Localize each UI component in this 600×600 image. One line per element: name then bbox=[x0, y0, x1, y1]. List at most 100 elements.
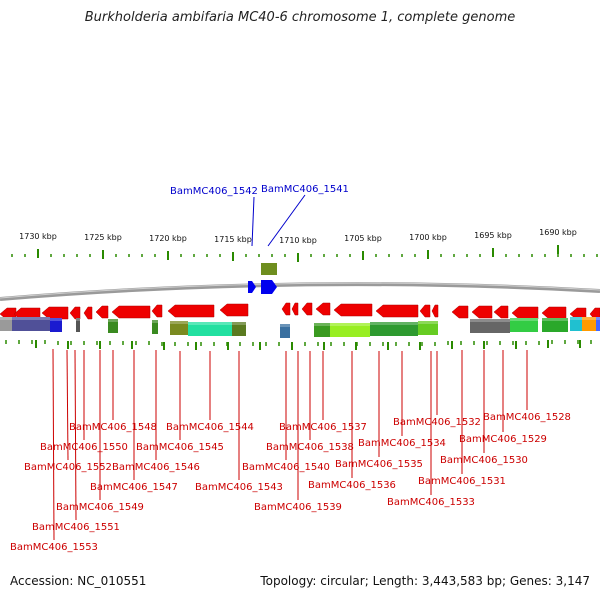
annotation-block bbox=[314, 323, 330, 337]
reverse-gene-arrow bbox=[167, 304, 215, 318]
genome-backbone bbox=[0, 282, 600, 301]
reverse-gene-arrow bbox=[281, 302, 291, 316]
reverse-gene-arrow bbox=[151, 304, 163, 318]
reverse-gene-arrow bbox=[291, 302, 299, 316]
reverse-gene-label: BamMC406_1530 bbox=[440, 455, 528, 466]
scale-tick-label: 1725 kbp bbox=[84, 233, 122, 242]
annotation-block bbox=[0, 317, 12, 331]
reverse-gene-label: BamMC406_1538 bbox=[266, 442, 354, 453]
scale-tick-label: 1690 kbp bbox=[539, 228, 577, 237]
annotation-block-highlight bbox=[542, 318, 568, 321]
reverse-gene-arrow bbox=[493, 305, 509, 319]
forward-gene-arrow bbox=[261, 280, 277, 294]
scale-tick-label: 1695 kbp bbox=[474, 231, 512, 240]
genes-value: 3,147 bbox=[555, 574, 590, 588]
reverse-gene-arrow bbox=[333, 303, 373, 317]
annotation-block bbox=[108, 319, 118, 333]
reverse-gene-arrow bbox=[69, 306, 81, 320]
scale-tick-label: 1705 kbp bbox=[344, 234, 382, 243]
annotation-block-highlight bbox=[108, 319, 118, 322]
reverse-gene-arrow bbox=[95, 305, 109, 319]
reverse-gene-leader bbox=[66, 349, 69, 461]
reverse-gene-label: BamMC406_1553 bbox=[10, 542, 98, 553]
annotation-block-highlight bbox=[370, 322, 418, 325]
annotation-block-highlight bbox=[470, 319, 510, 322]
reverse-gene-leader bbox=[74, 349, 77, 521]
reverse-gene-label: BamMC406_1534 bbox=[358, 438, 446, 449]
reverse-gene-arrow bbox=[419, 304, 431, 318]
annotation-block-highlight bbox=[510, 318, 538, 321]
reverse-gene-arrow bbox=[111, 305, 151, 319]
annotation-block bbox=[188, 322, 232, 336]
length-label: Length: bbox=[372, 574, 419, 588]
reverse-gene-label: BamMC406_1533 bbox=[387, 497, 475, 508]
annotation-block bbox=[12, 317, 50, 331]
reverse-gene-label: BamMC406_1545 bbox=[136, 442, 224, 453]
annotation-block bbox=[470, 319, 510, 333]
reverse-gene-label: BamMC406_1537 bbox=[279, 422, 367, 433]
reverse-gene-leader bbox=[52, 348, 55, 541]
forward-gene-label: BamMC406_1541 bbox=[261, 184, 349, 195]
reverse-gene-label: BamMC406_1550 bbox=[40, 442, 128, 453]
annotation-block-highlight bbox=[0, 317, 12, 320]
reverse-gene-label: BamMC406_1539 bbox=[254, 502, 342, 513]
reverse-gene-label: BamMC406_1548 bbox=[69, 422, 157, 433]
annotation-block-highlight bbox=[170, 321, 188, 324]
annotation-block-highlight bbox=[188, 322, 232, 325]
reverse-gene-label: BamMC406_1528 bbox=[483, 412, 571, 423]
reverse-gene-label: BamMC406_1532 bbox=[393, 417, 481, 428]
forward-gene-leader bbox=[251, 196, 255, 247]
reverse-gene-arrow bbox=[301, 302, 313, 316]
annotation-block-highlight bbox=[50, 318, 62, 321]
annotation-block-highlight bbox=[76, 318, 80, 321]
annotation-block bbox=[330, 323, 370, 337]
annotation-block bbox=[542, 318, 568, 332]
scale-tick-label: 1720 kbp bbox=[149, 234, 187, 243]
annotation-block-highlight bbox=[582, 317, 596, 320]
annotation-block bbox=[510, 318, 538, 332]
annotation-block bbox=[418, 321, 438, 335]
reverse-gene-arrow bbox=[375, 304, 419, 318]
reverse-gene-arrow bbox=[511, 306, 539, 320]
reverse-gene-label: BamMC406_1546 bbox=[112, 462, 200, 473]
reverse-gene-label: BamMC406_1544 bbox=[166, 422, 254, 433]
accession-line: Accession: NC_010551 bbox=[10, 574, 146, 588]
annotation-block bbox=[596, 317, 600, 331]
forward-gene-label: BamMC406_1542 bbox=[170, 186, 258, 197]
reverse-gene-label: BamMC406_1547 bbox=[90, 482, 178, 493]
scale-tick-label: 1700 kbp bbox=[409, 233, 447, 242]
reverse-gene-label: BamMC406_1540 bbox=[242, 462, 330, 473]
map-title: Burkholderia ambifaria MC40-6 chromosome… bbox=[84, 10, 516, 25]
annotation-block bbox=[76, 318, 80, 332]
forward-gene-annotation-block bbox=[261, 263, 277, 275]
reverse-gene-arrow bbox=[431, 304, 439, 318]
annotation-block-highlight bbox=[596, 317, 600, 320]
forward-gene-arrow bbox=[248, 281, 256, 293]
reverse-gene-arrow bbox=[451, 305, 469, 319]
reverse-gene-arrow bbox=[219, 303, 249, 317]
annotation-block-highlight bbox=[232, 322, 246, 325]
scale-tick-label: 1710 kbp bbox=[279, 236, 317, 245]
reverse-gene-arrow bbox=[83, 306, 93, 320]
annotation-block bbox=[370, 322, 418, 336]
reverse-gene-label: BamMC406_1552 bbox=[24, 462, 112, 473]
annotation-block bbox=[280, 324, 290, 338]
reverse-gene-label: BamMC406_1536 bbox=[308, 480, 396, 491]
forward-gene-leader bbox=[267, 194, 306, 247]
reverse-gene-label: BamMC406_1531 bbox=[418, 476, 506, 487]
annotation-block bbox=[570, 317, 582, 331]
reverse-gene-arrow bbox=[541, 306, 567, 320]
genes-label: Genes: bbox=[509, 574, 552, 588]
annotation-block-highlight bbox=[152, 320, 158, 323]
annotation-block bbox=[582, 317, 596, 331]
accession-label: Accession: bbox=[10, 574, 74, 588]
reverse-gene-arrow bbox=[315, 302, 331, 316]
annotation-block-highlight bbox=[330, 323, 370, 326]
topology-value: circular bbox=[320, 574, 365, 588]
annotation-block-highlight bbox=[12, 317, 50, 320]
annotation-block-highlight bbox=[314, 323, 330, 326]
annotation-block-highlight bbox=[570, 317, 582, 320]
annotation-block-highlight bbox=[280, 324, 290, 327]
reverse-gene-label: BamMC406_1543 bbox=[195, 482, 283, 493]
